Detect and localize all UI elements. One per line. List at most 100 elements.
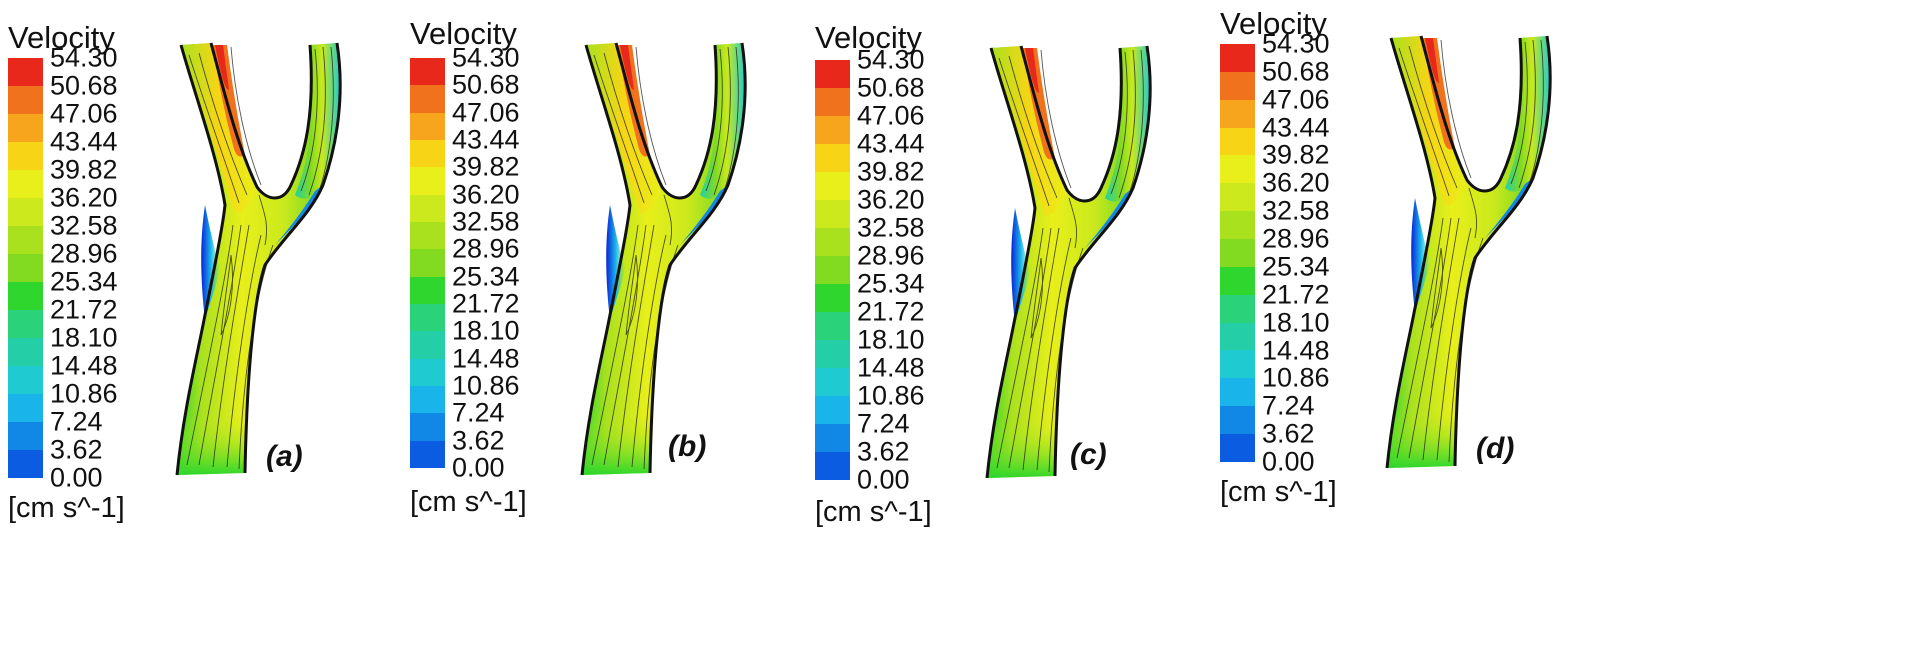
colorbar-segment bbox=[410, 167, 445, 195]
colorbar-tick-label: 32.58 bbox=[1262, 195, 1330, 226]
colorbar-tick-label: 10.86 bbox=[857, 380, 925, 411]
colorbar-segment bbox=[410, 58, 445, 86]
contour-panel: Velocity 54.30 50.68 47.06 43.44 39.82 36.20 32… bbox=[1220, 0, 1698, 660]
colorbar-tick-label: 54.30 bbox=[452, 42, 520, 73]
colorbar-tick-label: 36.20 bbox=[1262, 167, 1330, 198]
colorbar-tick-label: 21.72 bbox=[452, 288, 520, 319]
colorbar-tick-label: 28.96 bbox=[1262, 223, 1330, 254]
colorbar-tick-label: 0.00 bbox=[857, 464, 910, 495]
colorbar-segment bbox=[410, 249, 445, 277]
colorbar-ticks: 54.30 50.68 47.06 43.44 39.82 36.20 32.58 28.96… bbox=[1262, 30, 1372, 475]
colorbar-tick-label: 54.30 bbox=[50, 42, 118, 73]
colorbar-tick-label: 43.44 bbox=[857, 128, 925, 159]
colorbar bbox=[1220, 44, 1255, 462]
colorbar-segment bbox=[815, 284, 850, 312]
colorbar-segment bbox=[815, 256, 850, 284]
panel-label: (c) bbox=[1070, 438, 1107, 471]
colorbar-tick-label: 50.68 bbox=[452, 69, 520, 100]
colorbar-segment bbox=[8, 450, 43, 478]
colorbar-tick-label: 3.62 bbox=[50, 434, 103, 465]
colorbar-tick-label: 47.06 bbox=[857, 100, 925, 131]
contour-panel: Velocity 54.30 50.68 47.06 43.44 39.82 36.20 32… bbox=[8, 0, 486, 660]
colorbar-segment bbox=[410, 385, 445, 414]
colorbar-segment bbox=[1220, 266, 1255, 295]
colorbar-tick-label: 47.06 bbox=[50, 98, 118, 129]
colorbar-segment bbox=[815, 228, 850, 256]
colorbar-tick-label: 47.06 bbox=[452, 97, 520, 128]
colorbar-segment bbox=[815, 144, 850, 172]
colorbar-tick-label: 32.58 bbox=[857, 212, 925, 243]
bifurcation-vessel-contour bbox=[985, 45, 1152, 479]
colorbar-tick-label: 10.86 bbox=[452, 370, 520, 401]
colorbar bbox=[8, 58, 43, 478]
colorbar-tick-label: 21.72 bbox=[857, 296, 925, 327]
colorbar-segment bbox=[410, 85, 445, 113]
colorbar-segment bbox=[1220, 406, 1255, 435]
colorbar-units: [cm s^-1] bbox=[8, 492, 125, 524]
colorbar-segment bbox=[1220, 71, 1255, 100]
bifurcation-vessel-contour bbox=[175, 42, 342, 476]
colorbar-ticks: 54.30 50.68 47.06 43.44 39.82 36.20 32.58 28.96… bbox=[857, 46, 967, 493]
colorbar-segment bbox=[410, 303, 445, 332]
colorbar-segment bbox=[8, 422, 43, 450]
colorbar-tick-label: 43.44 bbox=[1262, 112, 1330, 143]
colorbar-tick-label: 36.20 bbox=[452, 179, 520, 210]
colorbar-tick-label: 7.24 bbox=[857, 408, 910, 439]
colorbar-segment bbox=[8, 338, 43, 366]
colorbar-tick-label: 14.48 bbox=[452, 343, 520, 374]
colorbar-tick-label: 25.34 bbox=[50, 266, 118, 297]
colorbar-tick-label: 14.48 bbox=[857, 352, 925, 383]
colorbar-segment bbox=[1220, 99, 1255, 128]
colorbar-segment bbox=[410, 139, 445, 168]
contour-panel: Velocity 54.30 50.68 47.06 43.44 39.82 36.20 32… bbox=[815, 0, 1293, 660]
colorbar-segment bbox=[815, 116, 850, 144]
colorbar-ticks: 54.30 50.68 47.06 43.44 39.82 36.20 32.58 28.96… bbox=[50, 44, 160, 491]
contour-panel: Velocity 54.30 50.68 47.06 43.44 39.82 36.20 32… bbox=[410, 0, 888, 660]
colorbar-tick-label: 43.44 bbox=[452, 124, 520, 155]
colorbar-tick-label: 18.10 bbox=[50, 322, 118, 353]
colorbar-segment bbox=[410, 331, 445, 359]
colorbar-segment bbox=[410, 276, 445, 304]
colorbar-units: [cm s^-1] bbox=[1220, 476, 1337, 508]
colorbar-segment bbox=[8, 58, 43, 86]
colorbar-segment bbox=[1220, 44, 1255, 72]
colorbar-segment bbox=[815, 88, 850, 116]
colorbar-segment bbox=[1220, 183, 1255, 212]
colorbar-tick-label: 28.96 bbox=[452, 233, 520, 264]
panel-label: (a) bbox=[266, 440, 303, 473]
colorbar-tick-label: 14.48 bbox=[50, 350, 118, 381]
colorbar-tick-label: 3.62 bbox=[857, 436, 910, 467]
colorbar-segment bbox=[1220, 434, 1255, 462]
colorbar-tick-label: 36.20 bbox=[857, 184, 925, 215]
colorbar-tick-label: 36.20 bbox=[50, 182, 118, 213]
colorbar-tick-label: 14.48 bbox=[1262, 335, 1330, 366]
colorbar-segment bbox=[815, 60, 850, 88]
colorbar-tick-label: 39.82 bbox=[857, 156, 925, 187]
colorbar-title: Velocity bbox=[410, 16, 517, 51]
colorbar-segment bbox=[815, 172, 850, 200]
colorbar-tick-label: 28.96 bbox=[50, 238, 118, 269]
colorbar-tick-label: 21.72 bbox=[1262, 279, 1330, 310]
bifurcation-vessel-contour bbox=[580, 42, 747, 476]
colorbar-segment bbox=[410, 221, 445, 250]
colorbar-tick-label: 50.68 bbox=[857, 72, 925, 103]
colorbar-segment bbox=[410, 194, 445, 222]
colorbar-tick-label: 43.44 bbox=[50, 126, 118, 157]
colorbar-tick-label: 50.68 bbox=[1262, 56, 1330, 87]
colorbar-segment bbox=[815, 424, 850, 452]
colorbar-segment bbox=[815, 452, 850, 480]
colorbar-tick-label: 0.00 bbox=[1262, 446, 1315, 477]
colorbar-segment bbox=[8, 310, 43, 338]
colorbar-units: [cm s^-1] bbox=[815, 496, 932, 528]
colorbar-tick-label: 10.86 bbox=[1262, 362, 1330, 393]
colorbar-tick-label: 54.30 bbox=[857, 44, 925, 75]
colorbar-segment bbox=[8, 394, 43, 422]
colorbar-tick-label: 50.68 bbox=[50, 70, 118, 101]
bifurcation-vessel-contour bbox=[1385, 35, 1552, 469]
colorbar-tick-label: 39.82 bbox=[50, 154, 118, 185]
colorbar-title: Velocity bbox=[1220, 6, 1327, 41]
colorbar-tick-label: 32.58 bbox=[452, 206, 520, 237]
colorbar-tick-label: 39.82 bbox=[452, 151, 520, 182]
panel-label: (b) bbox=[668, 430, 707, 463]
colorbar-tick-label: 28.96 bbox=[857, 240, 925, 271]
